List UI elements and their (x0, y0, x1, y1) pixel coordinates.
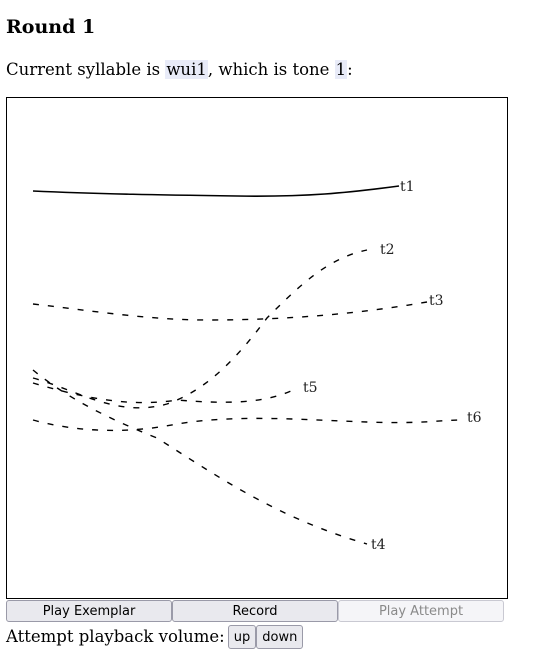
tone-label: t1 (400, 179, 415, 195)
contour-t1 (32, 185, 400, 197)
contour-t6 (32, 417, 464, 432)
current-syllable-prompt: Current syllable is wui1, which is tone … (6, 58, 353, 82)
action-buttons: Play Exemplar Record Play Attempt (6, 600, 506, 624)
volume-down-button[interactable]: down (256, 625, 304, 649)
volume-label: Attempt playback volume: (6, 627, 225, 646)
play-exemplar-button[interactable]: Play Exemplar (6, 600, 172, 622)
contour-t2 (32, 249, 368, 409)
round-title: Round 1 (6, 16, 96, 38)
prompt-middle: , which is tone (207, 60, 335, 79)
pitch-contour-canvas: t1 t2 t3 t4 t5 t6 (6, 97, 508, 599)
tone-label: t6 (467, 410, 482, 426)
contour-t5 (32, 382, 298, 404)
tone-label: t5 (303, 380, 318, 396)
tone-label: t4 (371, 537, 386, 553)
tone-highlight: 1 (334, 60, 348, 79)
record-button[interactable]: Record (172, 600, 338, 622)
syllable-highlight: wui1 (165, 60, 208, 79)
tone-label: t2 (380, 242, 395, 258)
volume-up-button[interactable]: up (227, 625, 257, 649)
contour-t4 (32, 369, 368, 545)
play-attempt-button[interactable]: Play Attempt (338, 600, 504, 622)
contour-t3 (32, 301, 428, 321)
playback-volume-control: Attempt playback volume: up down (6, 624, 304, 650)
prompt-suffix: : (347, 60, 353, 79)
prompt-prefix: Current syllable is (6, 60, 166, 79)
pitch-contour-plot: t1 t2 t3 t4 t5 t6 (32, 179, 482, 553)
tone-label: t3 (429, 293, 444, 309)
